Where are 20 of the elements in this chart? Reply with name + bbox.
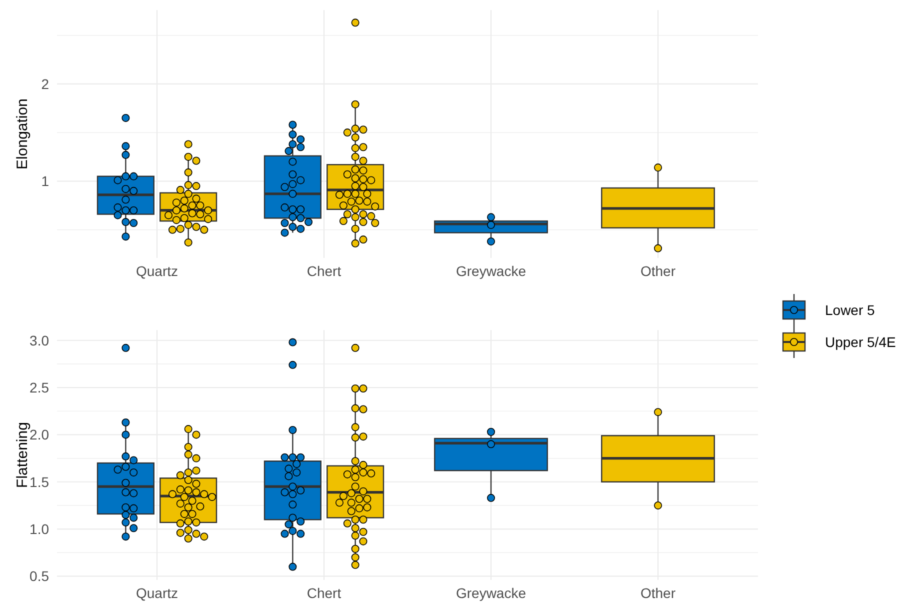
y-tick-label: 1.5 — [30, 474, 50, 490]
x-tick-label: Greywacke — [456, 585, 526, 601]
y-axis-title: Flattening — [14, 422, 31, 488]
x-tick-label: Greywacke — [456, 263, 526, 279]
legend-label: Upper 5/4E — [825, 334, 896, 350]
x-tick-label: Chert — [306, 585, 342, 601]
x-tick-label: Chert — [306, 263, 342, 279]
y-tick-label: 0.5 — [30, 568, 50, 584]
y-tick-label: 1.0 — [30, 520, 50, 537]
x-tick-label: Other — [640, 585, 676, 601]
y-tick-label: 2.0 — [30, 426, 50, 443]
y-tick-label: 2.5 — [30, 379, 50, 396]
y-tick-label: 1 — [41, 173, 50, 190]
x-tick-label: Quartz — [136, 263, 178, 279]
y-tick-label: 3.0 — [30, 332, 50, 348]
x-tick-label: Other — [640, 263, 676, 279]
y-axis-title: Elongation — [14, 98, 31, 170]
y-tick-label: 2 — [41, 76, 50, 92]
legend-label: Lower 5 — [825, 302, 876, 318]
x-tick-label: Quartz — [136, 585, 178, 601]
